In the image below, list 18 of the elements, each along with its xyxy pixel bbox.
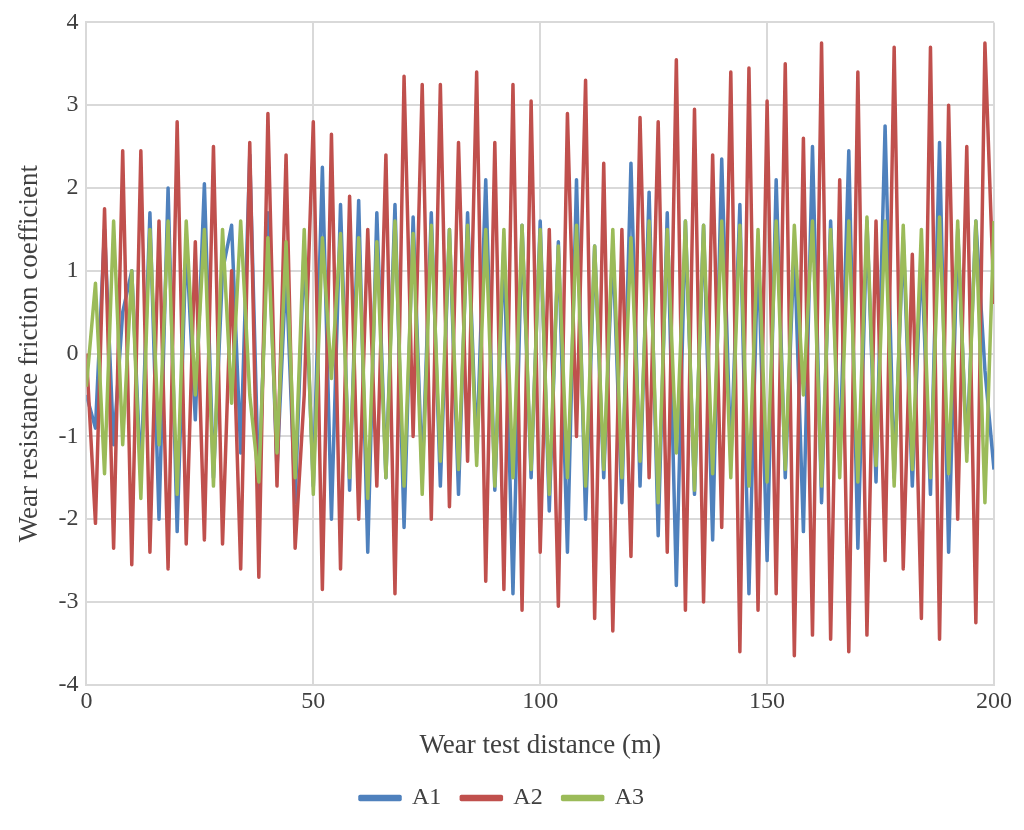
y-tick-label: 3: [66, 90, 79, 117]
x-axis-title: Wear test distance (m): [419, 728, 661, 759]
y-tick-label: 4: [66, 7, 79, 34]
y-tick-label: 1: [66, 256, 79, 283]
y-tick-label: -2: [58, 504, 79, 531]
y-tick-label: 2: [66, 173, 79, 200]
legend-label: A3: [614, 783, 645, 810]
x-tick-label: 100: [522, 687, 559, 714]
y-tick-label: 0: [66, 338, 79, 365]
x-tick-label: 150: [749, 687, 786, 714]
x-tick-label: 200: [976, 687, 1012, 714]
x-tick-label: 50: [301, 687, 326, 714]
y-tick-label: -3: [58, 587, 79, 614]
y-axis-title: Wear resistance friction coefficient: [13, 164, 44, 543]
legend-label: A2: [513, 783, 543, 810]
y-tick-label: -4: [58, 670, 79, 697]
y-tick-label: -1: [58, 421, 79, 448]
legend-label: A1: [412, 783, 442, 810]
